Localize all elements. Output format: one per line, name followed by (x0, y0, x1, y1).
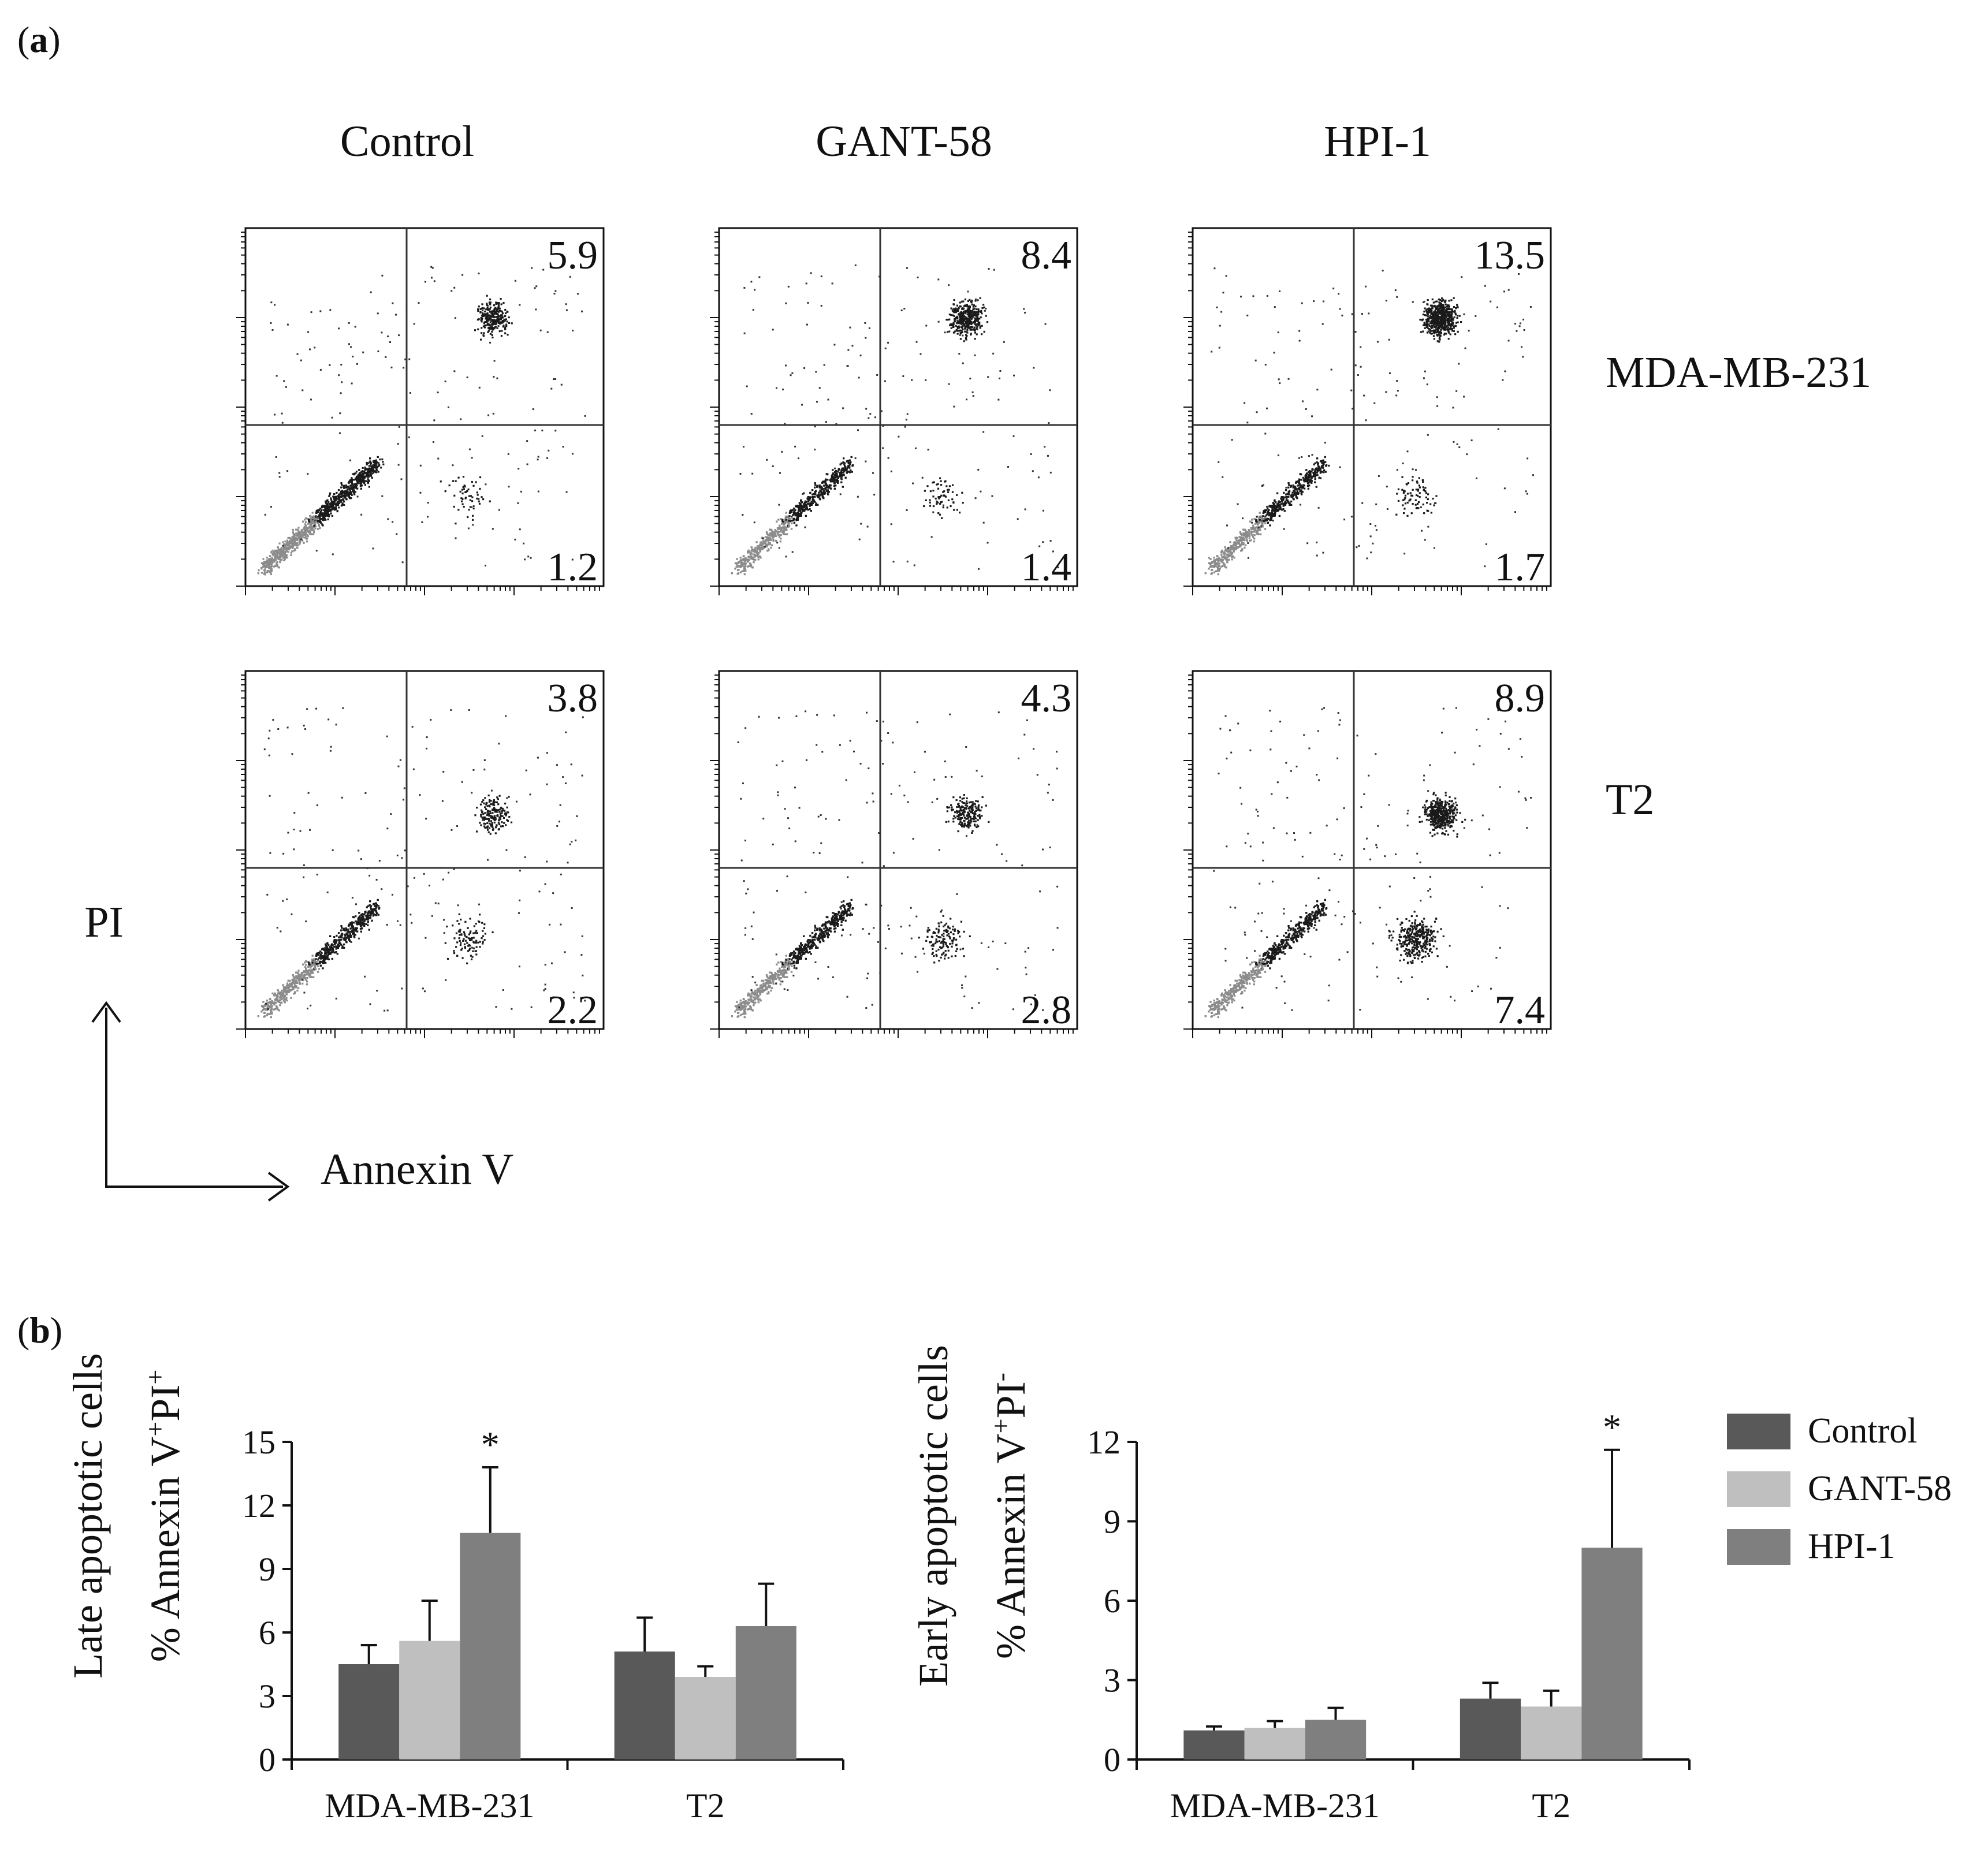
upper-right-percentage: 3.8 (548, 676, 598, 721)
bar-hpi-1-t2 (1581, 1548, 1643, 1759)
upper-right-percentage: 13.5 (1475, 233, 1546, 278)
category-label: MDA-MB-231 (325, 1787, 534, 1825)
lower-right-percentage: 2.8 (1021, 988, 1072, 1032)
late-apoptotic-bar-chart: 0 3 6 9 12 15 MDA-MB-231 T2 * (242, 1423, 844, 1825)
lower-right-percentage: 2.2 (548, 988, 598, 1032)
flow-cytometry-plots: 5.9 1.2 8.4 1.4 13.5 1.7 3.8 2.2 4.3 2.8 8.9 7.4 (236, 227, 1552, 1038)
dot-plot-ticks (236, 232, 600, 595)
panel-b-label: (b) (17, 1310, 62, 1351)
lower-right-percentage: 1.2 (548, 545, 598, 590)
lower-right-percentage: 7.4 (1495, 988, 1546, 1032)
bar-control-mda-mb-231 (338, 1664, 400, 1759)
significance-marker: * (481, 1424, 500, 1465)
late-chart-ylabel-line1: Late apoptotic cells (65, 1353, 111, 1679)
category-label: T2 (1532, 1787, 1570, 1825)
legend-label-gant-58: GANT-58 (1808, 1469, 1952, 1508)
y-tick-label: 0 (1104, 1741, 1120, 1779)
y-tick-label: 6 (259, 1614, 276, 1652)
bar-hpi-1-mda-mb-231 (1305, 1720, 1367, 1759)
y-tick-label: 3 (1104, 1662, 1120, 1699)
dot-plot-mda-mb-231-control: 5.9 1.2 (236, 227, 605, 595)
category-label: T2 (686, 1787, 725, 1825)
early-chart-ylabel-line2: % Annexin V+PI- (986, 1373, 1034, 1659)
legend-swatch-control (1727, 1414, 1790, 1449)
dot-plot-mda-mb-231-hpi-1: 13.5 1.7 (1183, 227, 1552, 595)
upper-right-percentage: 4.3 (1021, 676, 1072, 721)
column-header-hpi1: HPI-1 (1324, 117, 1431, 166)
y-tick-label: 0 (259, 1741, 276, 1779)
dot-plot-events (1204, 707, 1532, 1019)
y-axis-label-pi: PI (84, 898, 124, 946)
column-header-gant58: GANT-58 (816, 117, 992, 166)
dot-plot-events (257, 266, 586, 576)
bar-control-mda-mb-231 (1183, 1730, 1245, 1759)
y-tick-label: 12 (242, 1487, 276, 1524)
bar-gant-58-mda-mb-231 (399, 1641, 460, 1759)
bar-control-t2 (1460, 1698, 1521, 1759)
column-header-control: Control (340, 117, 474, 166)
lower-right-percentage: 1.4 (1021, 545, 1072, 590)
y-tick-label: 9 (1104, 1503, 1120, 1541)
dot-plot-ticks (236, 674, 600, 1038)
dot-plot-events (731, 264, 1059, 576)
bar-gant-58-mda-mb-231 (1244, 1728, 1305, 1759)
lower-right-percentage: 1.7 (1495, 545, 1546, 590)
legend-swatch-hpi-1 (1727, 1529, 1790, 1565)
dot-plot-events (731, 710, 1059, 1019)
row-label-mda-mb-231: MDA-MB-231 (1606, 348, 1871, 397)
late-chart-ylabel-line2: % Annexin V+PI+ (140, 1370, 188, 1662)
y-tick-label: 15 (242, 1423, 276, 1461)
category-label: MDA-MB-231 (1170, 1787, 1380, 1825)
dot-plot-t2-control: 3.8 2.2 (236, 670, 605, 1038)
dot-plot-ticks (710, 674, 1074, 1038)
early-apoptotic-bar-chart: 0 3 6 9 12 MDA-MB-231 T2 * (1087, 1407, 1691, 1825)
bar-gant-58-t2 (675, 1677, 736, 1759)
legend-label-control: Control (1808, 1411, 1917, 1451)
y-tick-label: 9 (259, 1550, 276, 1588)
early-chart-ylabel-line1: Early apoptotic cells (910, 1345, 956, 1687)
significance-marker: * (1603, 1407, 1621, 1448)
upper-right-percentage: 8.4 (1021, 233, 1072, 278)
dot-plot-t2-gant-58: 4.3 2.8 (710, 670, 1078, 1038)
bar-hpi-1-t2 (735, 1626, 796, 1759)
dot-plot-mda-mb-231-gant-58: 8.4 1.4 (710, 227, 1078, 595)
chart-legend: Control GANT-58 HPI-1 (1727, 1411, 1952, 1566)
legend-label-hpi-1: HPI-1 (1808, 1527, 1896, 1566)
upper-right-percentage: 8.9 (1495, 676, 1546, 721)
bar-control-t2 (614, 1652, 675, 1759)
dot-plot-events (257, 707, 586, 1019)
axis-arrows (91, 1001, 290, 1202)
y-tick-label: 6 (1104, 1582, 1120, 1620)
y-tick-label: 3 (259, 1677, 276, 1715)
panel-a-label: (a) (17, 19, 61, 60)
upper-right-percentage: 5.9 (548, 233, 598, 278)
x-axis-label-annexin-v: Annexin V (321, 1145, 513, 1194)
dot-plot-ticks (1183, 232, 1547, 595)
legend-swatch-gant-58 (1727, 1471, 1790, 1507)
bar-gant-58-t2 (1521, 1706, 1582, 1759)
bar-hpi-1-mda-mb-231 (460, 1533, 521, 1759)
row-label-t2: T2 (1606, 776, 1654, 824)
dot-plot-ticks (710, 232, 1074, 595)
dot-plot-t2-hpi-1: 8.9 7.4 (1183, 670, 1552, 1038)
y-tick-label: 12 (1087, 1423, 1120, 1461)
dot-plot-ticks (1183, 674, 1547, 1038)
dot-plot-events (1204, 267, 1534, 576)
